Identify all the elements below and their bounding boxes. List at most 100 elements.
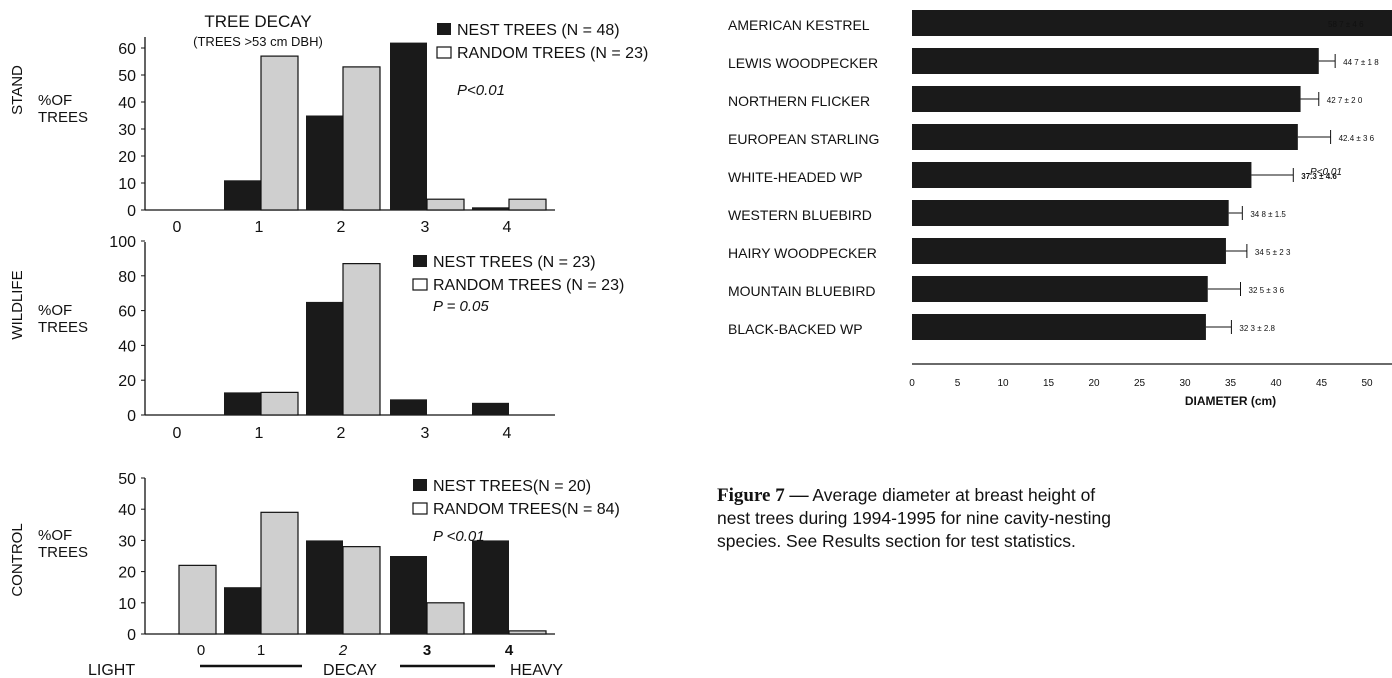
legend-swatch-random [436,46,452,59]
h-x-tick-label: 5 [955,378,961,389]
nest-bar [306,115,343,210]
species-label: BLACK-BACKED WP [728,321,863,337]
x-tick-label: 0 [173,219,182,236]
y-tick-label: 40 [118,338,136,355]
species-label: LEWIS WOODPECKER [728,55,878,71]
y-tick-label: 30 [118,533,136,550]
bar-value-label: 37.3 ± 4.6 [1301,172,1337,181]
panel-row-label: WILDLIFE [9,270,26,339]
diameter-bar [912,86,1301,112]
x-tick-label: 4 [505,642,514,659]
y-tick-label: 20 [118,373,136,390]
y-tick-label: 50 [118,471,136,488]
h-x-tick-label: 20 [1088,378,1100,389]
diameter-bar [912,200,1229,226]
species-label: MOUNTAIN BLUEBIRD [728,283,876,299]
x-tick-label: 2 [338,642,348,659]
legend-swatch-random [412,278,428,291]
random-bar [260,391,299,416]
x-tick-label: 0 [197,642,205,659]
y-tick-label: 20 [118,565,136,582]
bar-value-label: 42.4 ± 3 6 [1339,134,1375,143]
species-label: HAIRY WOODPECKER [728,245,877,261]
nest-bar [224,587,261,634]
bar-value-label: 44 7 ± 1 8 [1343,58,1379,67]
h-x-tick-label: 45 [1316,378,1328,389]
species-label: EUROPEAN STARLING [728,131,879,147]
x-tick-label: 2 [337,219,346,236]
species-label: WESTERN BLUEBIRD [728,207,872,223]
diameter-bar [912,238,1226,264]
diameter-bar [912,10,1392,36]
legend-label-random: RANDOM TREES(N = 84) [433,501,620,518]
nest-bar [472,402,509,415]
legend-label-random: RANDOM TREES (N = 23) [457,45,648,62]
random-bar [342,66,381,211]
x-tick-label: 3 [421,425,430,442]
h-x-tick-label: 35 [1225,378,1237,389]
nest-bar [472,540,509,634]
x-tick-label: 1 [255,219,264,236]
nest-bar [472,207,509,210]
y-tick-label: 40 [118,95,136,112]
p-value-label: P<0.01 [457,82,505,99]
p-value-label: P <0.01 [433,528,485,545]
bar-value-label: 42 7 ± 2 0 [1327,96,1363,105]
y-tick-label: 100 [109,234,136,251]
y-tick-label: 10 [118,176,136,193]
diameter-bar [912,314,1206,340]
random-bar [260,511,299,635]
x-tick-label: 3 [423,642,431,659]
nest-bar [390,42,427,210]
left-figure-subtitle: (TREES >53 cm DBH) [193,34,323,49]
y-tick-label: 80 [118,269,136,286]
legend-swatch-nest [437,23,451,35]
y-tick-label: 0 [127,203,136,220]
caption-prefix: Figure 7 — [717,485,809,506]
diameter-bar [912,276,1208,302]
h-x-axis-label: DIAMETER (cm) [1185,394,1276,408]
bar-value-label: 58 7 ± 4 6 [1328,20,1364,29]
h-x-tick-label: 15 [1043,378,1055,389]
y-tick-label: 50 [118,68,136,85]
x-tick-label: 4 [503,219,512,236]
h-x-tick-label: 25 [1134,378,1146,389]
random-bar [508,198,547,211]
nest-bar [224,392,261,415]
y-axis-label: %OF [38,527,72,544]
decay-axis-label: DECAY [323,662,377,678]
x-tick-label: 4 [503,425,512,442]
nest-bar [306,540,343,634]
legend-swatch-nest [413,255,427,267]
left-figure-title: TREE DECAY [204,12,311,31]
x-tick-label: 3 [421,219,430,236]
diameter-bar [912,124,1298,150]
caption-text: Average diameter at breast height of nes… [717,485,1111,551]
x-tick-label: 2 [337,425,346,442]
nest-bar [306,301,343,415]
bar-value-label: 34 5 ± 2 3 [1255,248,1291,257]
nest-bar [390,399,427,415]
y-tick-label: 60 [118,304,136,321]
random-bar [508,630,547,635]
legend-label-nest: NEST TREES(N = 20) [433,478,591,495]
h-x-tick-label: 10 [997,378,1009,389]
h-x-tick-label: 40 [1270,378,1282,389]
decay-axis-heavy: HEAVY [510,662,563,678]
random-bar [426,602,465,635]
nest-bar [224,180,261,210]
y-tick-label: 0 [127,408,136,425]
legend-label-nest: NEST TREES (N = 23) [433,254,596,271]
y-axis-label: TREES [38,319,88,336]
bar-value-label: 34 8 ± 1.5 [1250,210,1286,219]
h-x-tick-label: 50 [1361,378,1373,389]
random-bar [260,55,299,211]
legend-label-random: RANDOM TREES (N = 23) [433,277,624,294]
bar-value-label: 32 5 ± 3 6 [1249,286,1285,295]
random-bar [342,546,381,635]
random-bar [342,263,381,416]
x-tick-label: 0 [173,425,182,442]
decay-axis-light: LIGHT [88,662,135,678]
panel-row-label: CONTROL [9,523,26,596]
